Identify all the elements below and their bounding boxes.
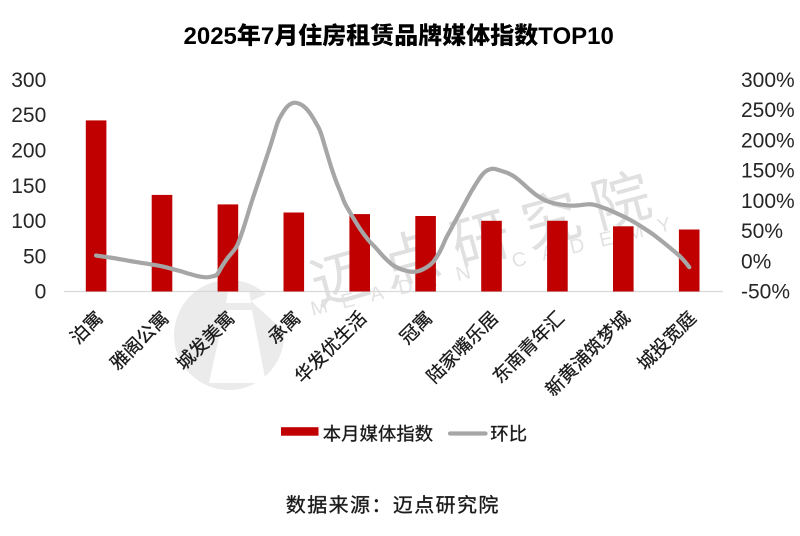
svg-text:300%: 300%	[741, 69, 795, 92]
svg-text:2025: 2025	[184, 23, 237, 50]
svg-text:150%: 150%	[741, 160, 795, 183]
svg-text:Y: Y	[655, 214, 673, 238]
svg-text:TOP10: TOP10	[538, 23, 614, 50]
svg-text:7: 7	[261, 23, 274, 50]
svg-text:N: N	[454, 261, 473, 286]
svg-text:250%: 250%	[741, 99, 795, 122]
svg-text:150: 150	[11, 175, 46, 198]
svg-text:A: A	[368, 282, 387, 307]
svg-text:M: M	[309, 295, 330, 320]
svg-text:E: E	[597, 227, 615, 251]
svg-text:200%: 200%	[741, 129, 795, 152]
svg-text:-50%: -50%	[741, 281, 790, 304]
svg-text:D: D	[396, 275, 415, 300]
svg-text:300: 300	[11, 69, 46, 92]
svg-text:0%: 0%	[741, 250, 771, 273]
svg-text:200: 200	[11, 140, 46, 163]
svg-text:100%: 100%	[741, 190, 795, 213]
svg-text:E: E	[339, 289, 357, 313]
svg-text:C: C	[510, 248, 529, 273]
svg-text:100: 100	[11, 210, 46, 233]
svg-text:50: 50	[23, 245, 46, 268]
svg-text:0: 0	[35, 281, 47, 304]
svg-text:D: D	[568, 234, 587, 259]
svg-text:50%: 50%	[741, 220, 783, 243]
svg-text:250: 250	[11, 104, 46, 127]
